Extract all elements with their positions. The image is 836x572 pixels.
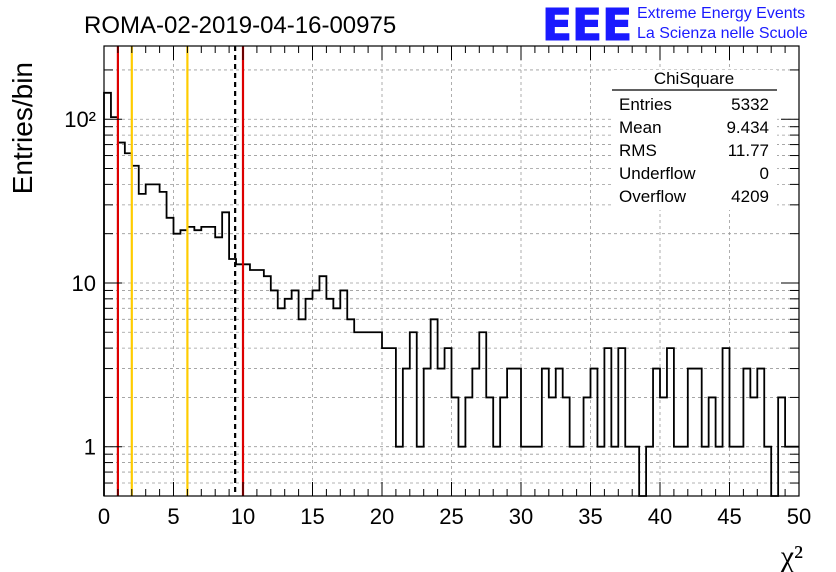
stats-label: Entries [619, 95, 672, 114]
logo-line1: Extreme Energy Events [637, 5, 805, 22]
chart-title: ROMA-02-2019-04-16-00975 [84, 12, 396, 39]
x-tick-label: 45 [717, 504, 741, 529]
y-axis-label: Entries/bin [7, 62, 38, 194]
logo-line2: La Scienza nelle Scuole [637, 25, 808, 42]
histogram-line [103, 91, 799, 497]
histogram [103, 91, 799, 497]
x-tick-label: 25 [439, 504, 463, 529]
x-tick-label: 50 [787, 504, 811, 529]
stats-value: 4209 [731, 187, 769, 206]
stats-label: RMS [619, 141, 657, 160]
y-tick-label: 10 [72, 271, 96, 296]
axes [103, 45, 800, 497]
x-tick-label: 0 [98, 504, 110, 529]
stats-value: 11.77 [728, 141, 769, 160]
x-tick-label: 35 [578, 504, 602, 529]
y-tick-label: 1 [84, 435, 96, 460]
x-tick-label: 40 [648, 504, 672, 529]
stats-name: ChiSquare [654, 69, 734, 88]
stats-rows: Entries 5332 Mean 9.434 RMS 11.77 Underflow 0 Ov… [619, 95, 769, 206]
x-tick-label: 20 [370, 504, 394, 529]
stats-value: 9.434 [726, 118, 769, 137]
logo-mark: EEE [542, 0, 632, 51]
tick-labels: 0 5 10 15 20 25 30 35 40 45 50 1 10 10² [64, 107, 811, 529]
stats-box: ChiSquare Entries 5332 Mean 9.434 RMS 11.77 Un… [612, 69, 777, 210]
x-tick-label: 15 [300, 504, 324, 529]
stats-value: 0 [760, 164, 769, 183]
stats-box-background [612, 70, 777, 210]
y-tick-label: 10² [64, 107, 96, 132]
stats-label: Mean [619, 118, 662, 137]
vertical-lines [116, 46, 245, 496]
stats-label: Overflow [619, 187, 687, 206]
x-tick-label: 5 [167, 504, 179, 529]
x-axis-label: χ² [780, 540, 803, 572]
x-tick-label: 10 [231, 504, 255, 529]
x-tick-label: 30 [509, 504, 533, 529]
stats-label: Underflow [619, 164, 696, 183]
stats-value: 5332 [731, 95, 769, 114]
logo: EEE Extreme Energy Events La Scienza nel… [542, 0, 808, 52]
